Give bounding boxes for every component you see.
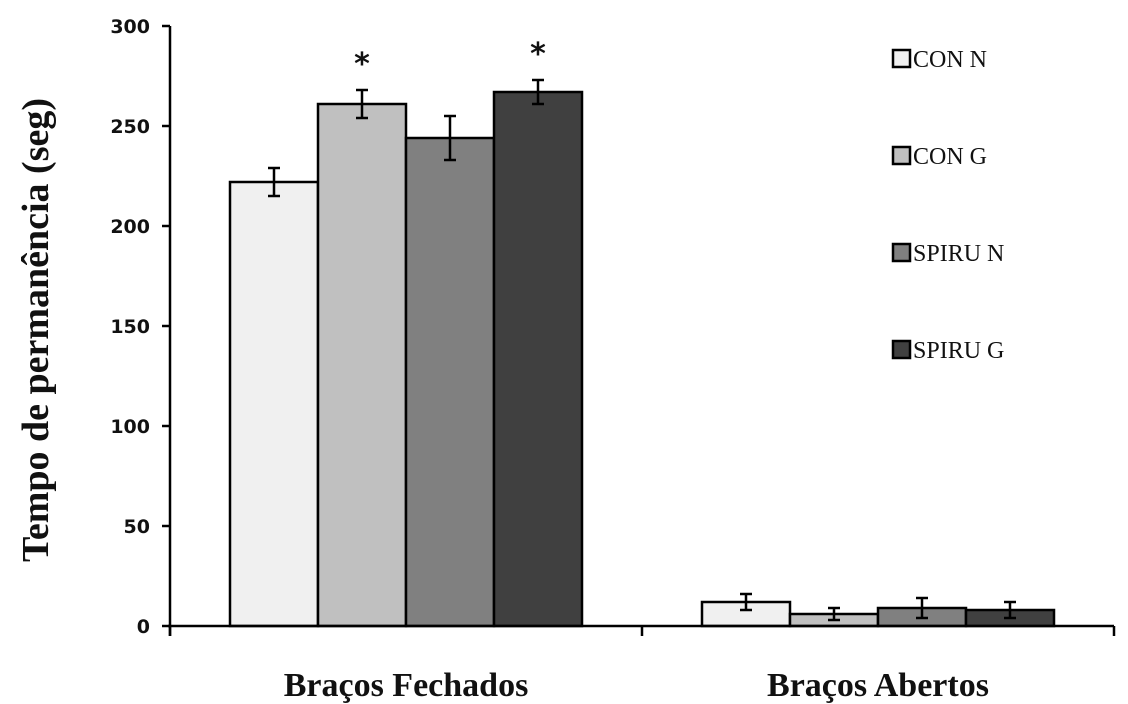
y-axis: 0 50 100 150 200 250 300	[110, 16, 172, 638]
x-category-label: Braços Fechados	[284, 667, 529, 704]
y-tick-label: 0	[137, 616, 150, 638]
significance-marker: *	[530, 37, 546, 72]
legend-swatch	[891, 145, 912, 166]
bar	[492, 90, 584, 628]
legend-label: CON G	[913, 144, 987, 170]
bar	[228, 180, 320, 628]
bar	[404, 136, 496, 628]
x-axis: Braços Fechados Braços Abertos	[168, 624, 1116, 704]
legend-label: CON N	[913, 47, 987, 73]
legend-swatch	[891, 48, 912, 69]
legend-swatch	[891, 242, 912, 263]
y-axis-label: Tempo de permanência (seg)	[15, 98, 57, 562]
y-tick-label: 250	[110, 116, 150, 138]
y-tick-label: 150	[110, 316, 150, 338]
x-category-label: Braços Abertos	[767, 667, 989, 704]
significance-marker: *	[354, 47, 370, 82]
legend-label: SPIRU G	[913, 338, 1004, 364]
legend: CON N CON G SPIRU N SPIRU G	[891, 47, 1004, 364]
legend-label: SPIRU N	[913, 241, 1004, 267]
legend-swatch	[891, 339, 912, 360]
y-tick-label: 50	[124, 516, 150, 538]
bar	[316, 102, 408, 628]
bars: * *	[228, 37, 1056, 628]
y-tick-label: 100	[110, 416, 150, 438]
y-tick-label: 200	[110, 216, 150, 238]
y-tick-label: 300	[110, 16, 150, 38]
